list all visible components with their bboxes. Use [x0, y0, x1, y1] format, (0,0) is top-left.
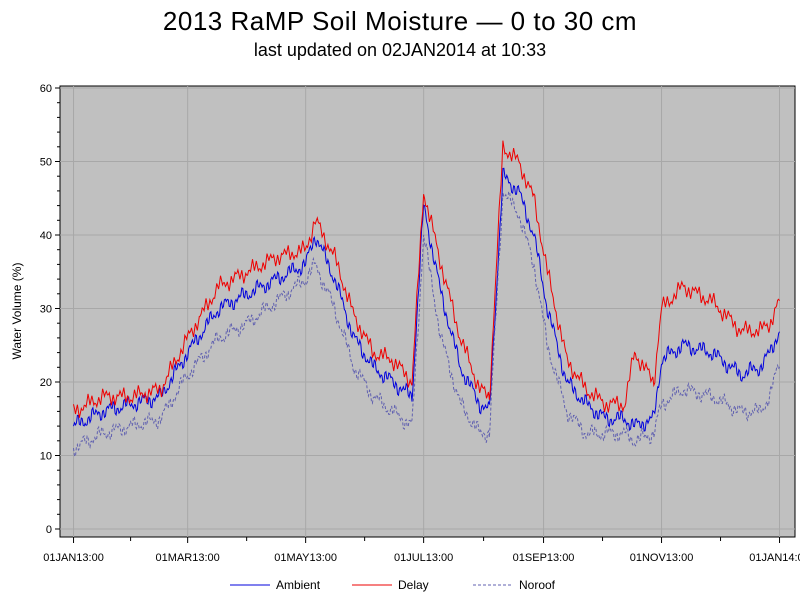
y-tick-label: 40 [40, 230, 52, 242]
chart-title: 2013 RaMP Soil Moisture — 0 to 30 cm [162, 6, 638, 36]
y-tick-label: 20 [40, 377, 52, 389]
series-delay-line [73, 140, 780, 418]
y-tick-label: 30 [40, 304, 52, 316]
x-tick-label: 01MAY13:00 [274, 552, 337, 564]
x-tick-label: 01NOV13:00 [630, 552, 694, 564]
legend-label-noroof: Noroof [519, 578, 556, 592]
legend: Ambient Delay Noroof [230, 578, 556, 592]
y-tick-label: 60 [40, 83, 52, 95]
x-tick-label: 01JAN13:00 [43, 552, 104, 564]
series-noroof-line [73, 190, 780, 457]
plot-area [59, 85, 796, 538]
axes: 0 10 20 30 40 50 60 01JAN13:00 01MAR13:00 01MAY13… [40, 83, 800, 564]
series-layer [73, 140, 780, 457]
y-axis-label: Water Volume (%) [10, 263, 24, 360]
y-tick-label: 10 [40, 451, 52, 463]
y-tick-label: 50 [40, 157, 52, 169]
x-tick-label: 01SEP13:00 [513, 552, 575, 564]
legend-label-ambient: Ambient [276, 578, 321, 592]
legend-label-delay: Delay [398, 578, 429, 592]
chart-subtitle: last updated on 02JAN2014 at 10:33 [253, 40, 547, 60]
x-tick-label: 01MAR13:00 [156, 552, 220, 564]
x-tick-label: 01JAN14:00 [749, 552, 800, 564]
grid [60, 86, 795, 537]
series-ambient-line [73, 167, 780, 432]
x-tick-label: 01JUL13:00 [394, 552, 453, 564]
y-tick-label: 0 [46, 524, 52, 536]
